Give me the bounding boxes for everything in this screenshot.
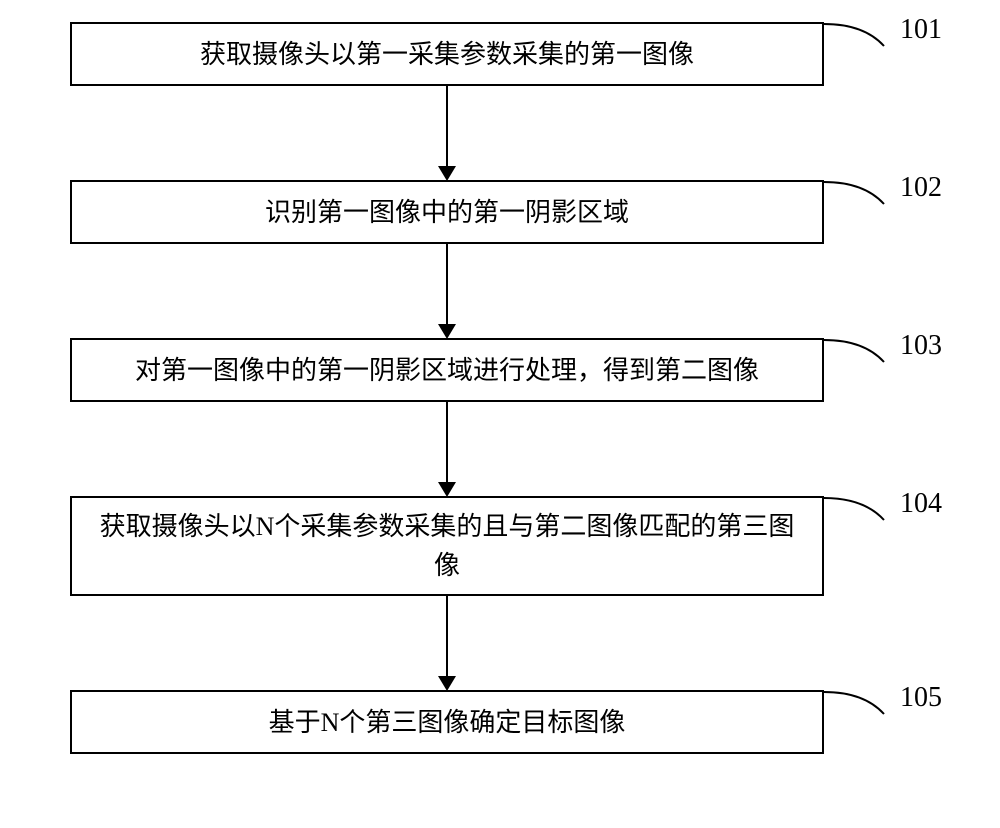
step-box-102: 识别第一图像中的第一阴影区域 bbox=[70, 180, 824, 244]
step-label-105: 105 bbox=[900, 682, 942, 714]
arrow-head-2 bbox=[438, 324, 456, 339]
step-label-103: 103 bbox=[900, 330, 942, 362]
flowchart-container: 获取摄像头以第一采集参数采集的第一图像 101 识别第一图像中的第一阴影区域 1… bbox=[0, 0, 1000, 828]
label-connector-102 bbox=[824, 180, 894, 220]
step-box-101: 获取摄像头以第一采集参数采集的第一图像 bbox=[70, 22, 824, 86]
arrow-line-1 bbox=[446, 86, 448, 166]
label-connector-103 bbox=[824, 338, 894, 378]
arrow-head-3 bbox=[438, 482, 456, 497]
step-text-104: 获取摄像头以N个采集参数采集的且与第二图像匹配的第三图像 bbox=[92, 507, 802, 585]
step-box-105: 基于N个第三图像确定目标图像 bbox=[70, 690, 824, 754]
arrow-line-2 bbox=[446, 244, 448, 324]
step-text-102: 识别第一图像中的第一阴影区域 bbox=[265, 193, 629, 232]
arrow-line-4 bbox=[446, 596, 448, 676]
step-text-101: 获取摄像头以第一采集参数采集的第一图像 bbox=[200, 35, 694, 74]
step-text-105: 基于N个第三图像确定目标图像 bbox=[269, 703, 626, 742]
arrow-head-4 bbox=[438, 676, 456, 691]
arrow-line-3 bbox=[446, 402, 448, 482]
arrow-head-1 bbox=[438, 166, 456, 181]
step-text-103: 对第一图像中的第一阴影区域进行处理，得到第二图像 bbox=[135, 351, 759, 390]
label-connector-101 bbox=[824, 22, 894, 62]
step-box-103: 对第一图像中的第一阴影区域进行处理，得到第二图像 bbox=[70, 338, 824, 402]
step-label-102: 102 bbox=[900, 172, 942, 204]
step-label-104: 104 bbox=[900, 488, 942, 520]
step-box-104: 获取摄像头以N个采集参数采集的且与第二图像匹配的第三图像 bbox=[70, 496, 824, 596]
step-label-101: 101 bbox=[900, 14, 942, 46]
label-connector-104 bbox=[824, 496, 894, 536]
label-connector-105 bbox=[824, 690, 894, 730]
